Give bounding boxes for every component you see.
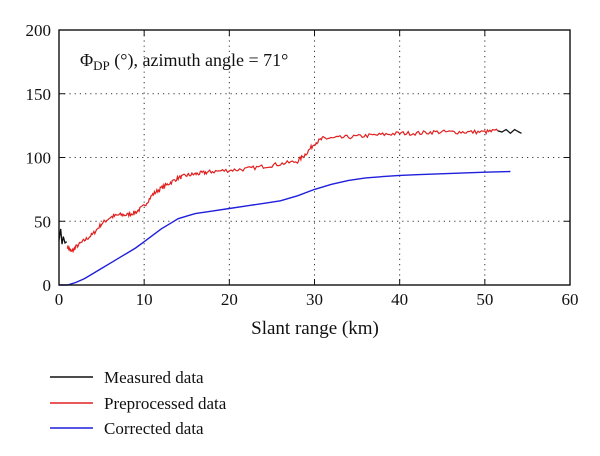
series-line-preprocessed: [66, 128, 499, 254]
y-tick-label: 50: [34, 212, 51, 231]
x-tick-label: 20: [221, 290, 238, 309]
series-line-measured-start: [58, 228, 68, 245]
y-tick-label: 100: [26, 149, 52, 168]
legend-label-measured: Measured data: [104, 368, 204, 387]
y-tick-label: 200: [26, 21, 52, 40]
x-tick-label: 30: [306, 290, 323, 309]
y-tick-label: 0: [43, 276, 52, 295]
tick-labels: 0 10 20 30 40 50 60 0 50 100 150 200: [26, 21, 579, 309]
series-layer: [58, 128, 522, 286]
x-tick-label: 50: [476, 290, 493, 309]
series-line-corrected: [59, 170, 511, 286]
x-tick-label: 60: [562, 290, 579, 309]
legend-label-corrected: Corrected data: [104, 419, 204, 438]
series-line-measured-end: [497, 128, 522, 135]
annotation-rest: (°), azimuth angle = 71°: [110, 50, 289, 71]
annotation-subscript: DP: [93, 58, 110, 73]
annotation-label: ΦDP (°), azimuth angle = 71°: [80, 50, 288, 73]
ticks: [58, 29, 571, 286]
x-axis-title: Slant range (km): [251, 318, 379, 339]
x-tick-label: 40: [391, 290, 408, 309]
x-tick-label: 0: [55, 290, 64, 309]
legend: Measured data Preprocessed data Correcte…: [50, 368, 227, 438]
x-tick-label: 10: [136, 290, 153, 309]
legend-label-preprocessed: Preprocessed data: [104, 394, 227, 413]
grid: [59, 30, 570, 285]
annotation-symbol: Φ: [80, 50, 93, 70]
y-tick-label: 150: [26, 85, 52, 104]
